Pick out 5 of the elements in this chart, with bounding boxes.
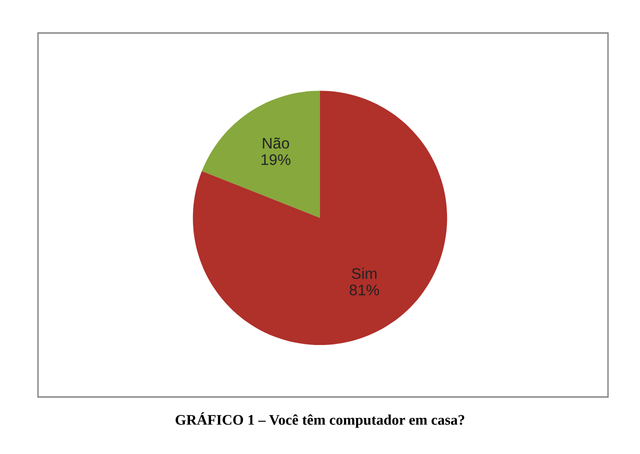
- data-label: 81%: [350, 284, 380, 296]
- text: GRÁFICO 1 – Você têm computador em casa?: [176, 412, 464, 428]
- slice-label: Sim: [352, 268, 376, 279]
- data-label: 19%: [262, 154, 290, 166]
- slice-label: Não: [262, 137, 290, 149]
